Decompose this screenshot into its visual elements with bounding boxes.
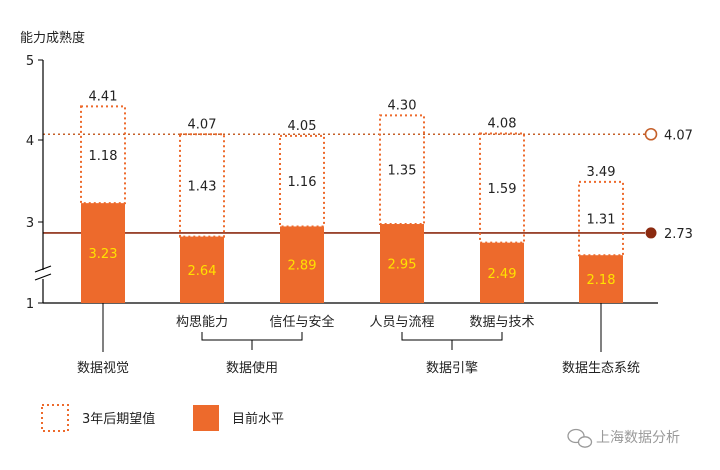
target-bar: [279, 134, 325, 228]
y-tick-label: 3: [26, 216, 34, 231]
gap-value-label: 1.31: [587, 213, 616, 228]
reference-label: 2.73: [664, 227, 693, 242]
current-value-label: 2.18: [587, 273, 616, 288]
group-bracket: [401, 332, 503, 350]
current-bar: [280, 226, 324, 303]
category-label: 数据生态系统: [562, 361, 640, 376]
current-bar: [380, 224, 424, 303]
gap-value-label: 1.43: [188, 179, 217, 194]
legend: 3年后期望值 目前水平: [41, 404, 284, 432]
current-value-label: 2.49: [488, 267, 517, 282]
watermark-text: 上海数据分析: [596, 430, 680, 446]
category-label: 构思能力: [176, 315, 228, 330]
target-bar: [379, 114, 425, 226]
current-bar: [480, 242, 524, 303]
legend-swatch-current: [193, 405, 219, 431]
current-bar: [579, 255, 623, 303]
reference-lines: 4.07 2.73: [43, 127, 693, 242]
gap-value-label: 1.16: [288, 175, 317, 190]
current-bar: [180, 236, 224, 303]
wechat-icon: [567, 428, 593, 448]
target-bar: [578, 180, 624, 257]
data-labels: 4.41 1.18 3.23 4.07 1.43 2.64 4.05 1.16 2.89 4.30…: [89, 89, 616, 288]
bars: [80, 105, 624, 303]
reference-marker: [645, 227, 657, 239]
legend-swatch-target: [41, 404, 69, 432]
y-tick-label: 4: [26, 134, 34, 149]
current-value-label: 3.23: [89, 247, 118, 262]
group-label: 数据引擎: [426, 361, 478, 376]
target-value-label: 3.49: [587, 165, 616, 180]
reference-marker: [644, 127, 658, 141]
target-value-label: 4.41: [89, 89, 118, 104]
axis-break-gap: [35, 270, 51, 279]
category-label: 数据视觉: [77, 361, 129, 376]
current-value-label: 2.95: [388, 258, 417, 273]
target-bar: [179, 133, 225, 238]
axes: 5 4 3 1: [26, 54, 658, 312]
group-label: 数据使用: [226, 360, 278, 376]
watermark: 上海数据分析: [567, 428, 680, 448]
category-label: 人员与流程: [369, 315, 434, 330]
current-value-label: 2.89: [288, 259, 317, 274]
target-value-label: 4.07: [188, 117, 217, 132]
current-value-label: 2.64: [188, 264, 217, 279]
gap-value-label: 1.59: [488, 182, 517, 197]
group-bracket: [201, 332, 303, 350]
current-bar: [81, 203, 125, 303]
gap-value-label: 1.35: [388, 164, 417, 179]
gap-value-label: 1.18: [89, 149, 118, 164]
y-axis-title: 能力成熟度: [20, 30, 85, 46]
target-bar: [479, 132, 525, 244]
category-label: 数据与技术: [469, 315, 534, 330]
reference-label: 4.07: [664, 128, 693, 143]
y-tick-label: 1: [26, 297, 34, 312]
target-bar: [80, 105, 126, 205]
category-label: 信任与安全: [269, 314, 334, 330]
target-value-label: 4.05: [288, 119, 317, 134]
y-tick-label: 5: [26, 54, 34, 69]
target-value-label: 4.30: [388, 98, 417, 113]
axis-break-mark: [34, 265, 52, 281]
legend-label-target: 3年后期望值: [82, 411, 155, 427]
target-value-label: 4.08: [488, 116, 517, 131]
legend-label-current: 目前水平: [232, 411, 284, 427]
